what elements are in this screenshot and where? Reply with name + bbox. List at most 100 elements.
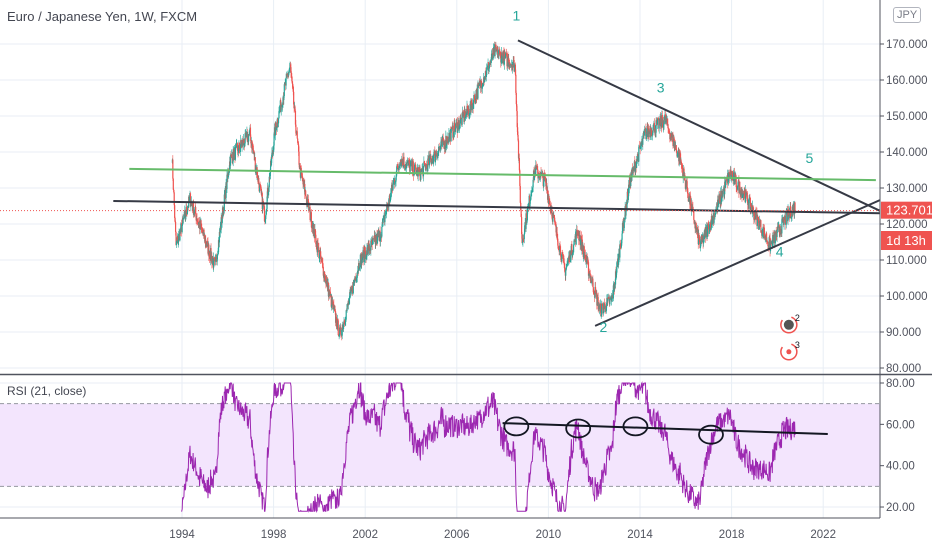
candle-body bbox=[576, 229, 578, 235]
candle-body bbox=[616, 261, 618, 263]
candle-body bbox=[732, 175, 734, 177]
currency-badge[interactable]: JPY bbox=[893, 7, 922, 23]
candle-body bbox=[676, 153, 679, 157]
candle-body bbox=[512, 65, 514, 66]
candle-body bbox=[657, 117, 659, 120]
candle-body bbox=[562, 252, 564, 256]
price-tick-label: 170.000 bbox=[886, 39, 928, 51]
candle-body bbox=[308, 207, 310, 211]
candle-body bbox=[248, 130, 251, 135]
price-tick-label: 90.000 bbox=[886, 327, 921, 339]
candle-body bbox=[587, 259, 589, 263]
candle-body bbox=[593, 292, 595, 293]
candle-body bbox=[344, 322, 346, 324]
candle-body bbox=[492, 58, 494, 59]
candle-body bbox=[294, 110, 297, 125]
candle-body bbox=[283, 96, 285, 101]
candle-body bbox=[632, 168, 634, 171]
candle-body bbox=[521, 217, 523, 235]
candle-body bbox=[286, 74, 289, 76]
symbol-title[interactable]: Euro / Japanese Yen, 1W, FXCM bbox=[7, 9, 198, 24]
candle-body bbox=[384, 215, 386, 223]
candle-body bbox=[787, 209, 790, 217]
candle-body bbox=[639, 146, 641, 147]
candle-body bbox=[603, 303, 605, 308]
candle-body bbox=[394, 181, 397, 183]
candle-body bbox=[594, 286, 596, 298]
candle-body bbox=[619, 244, 621, 258]
candle-body bbox=[628, 184, 630, 197]
candle-body bbox=[707, 223, 709, 226]
candle-body bbox=[688, 198, 690, 202]
candle-body bbox=[606, 297, 608, 306]
candle-body bbox=[554, 223, 557, 224]
candle-body bbox=[715, 208, 717, 210]
candle-body bbox=[668, 128, 670, 133]
candle-body bbox=[474, 99, 476, 102]
candle-body bbox=[288, 69, 290, 73]
candle-body bbox=[751, 205, 754, 214]
candle-body bbox=[361, 253, 363, 260]
candle-body bbox=[535, 164, 537, 169]
candle-body bbox=[408, 160, 410, 164]
rsi-line bbox=[181, 381, 796, 513]
candle-body bbox=[392, 184, 394, 191]
candle-body bbox=[604, 309, 607, 312]
candle-body bbox=[765, 233, 768, 242]
candle-body bbox=[431, 162, 433, 164]
candle-body bbox=[624, 219, 626, 221]
candle-body bbox=[226, 174, 228, 190]
candle-body bbox=[682, 167, 684, 178]
candle-body bbox=[391, 184, 393, 189]
candle-body bbox=[331, 296, 333, 305]
candle-body bbox=[561, 254, 563, 262]
candle-body bbox=[475, 93, 477, 103]
candle-body bbox=[198, 222, 200, 225]
candle-body bbox=[475, 93, 477, 96]
candle-body bbox=[565, 270, 567, 276]
candle-body bbox=[176, 240, 178, 242]
candle-body bbox=[442, 137, 444, 143]
candle-body bbox=[424, 164, 426, 167]
candle-body bbox=[788, 215, 790, 217]
candle-body bbox=[623, 219, 625, 229]
candle-body bbox=[364, 251, 366, 259]
candle-body bbox=[621, 239, 623, 246]
candle-body bbox=[194, 209, 196, 214]
candle-body bbox=[501, 52, 503, 56]
time-axis bbox=[0, 518, 880, 550]
candle-body bbox=[349, 291, 351, 299]
candle-body bbox=[322, 263, 324, 267]
candle-body bbox=[459, 117, 461, 124]
candle-body bbox=[249, 127, 252, 137]
candle-body bbox=[343, 320, 346, 323]
candle-body bbox=[595, 291, 597, 294]
candle-body bbox=[517, 134, 519, 141]
candle-body bbox=[244, 143, 246, 146]
candle-body bbox=[296, 131, 298, 139]
candle-body bbox=[317, 242, 319, 248]
candle-body bbox=[690, 196, 692, 210]
candle-body bbox=[404, 167, 406, 169]
candle-body bbox=[748, 199, 750, 209]
rsi-title[interactable]: RSI (21, close) bbox=[7, 384, 87, 398]
candle-body bbox=[516, 111, 518, 128]
candle-body bbox=[381, 226, 383, 237]
candle-body bbox=[381, 221, 383, 227]
candle-body bbox=[633, 161, 635, 171]
candle-body bbox=[285, 74, 288, 78]
candle-body bbox=[769, 237, 771, 238]
candle-body bbox=[435, 152, 437, 155]
rsi-circle-annotation bbox=[622, 416, 649, 437]
candle-body bbox=[228, 172, 230, 176]
candle-body bbox=[785, 211, 787, 225]
candle-body bbox=[434, 150, 436, 161]
candle-body bbox=[706, 226, 709, 237]
candle-body bbox=[396, 165, 398, 171]
candle-body bbox=[435, 152, 437, 158]
candle-body bbox=[342, 324, 345, 330]
candle-body bbox=[231, 156, 233, 164]
candle-body bbox=[173, 189, 175, 193]
candle-body bbox=[461, 113, 463, 125]
